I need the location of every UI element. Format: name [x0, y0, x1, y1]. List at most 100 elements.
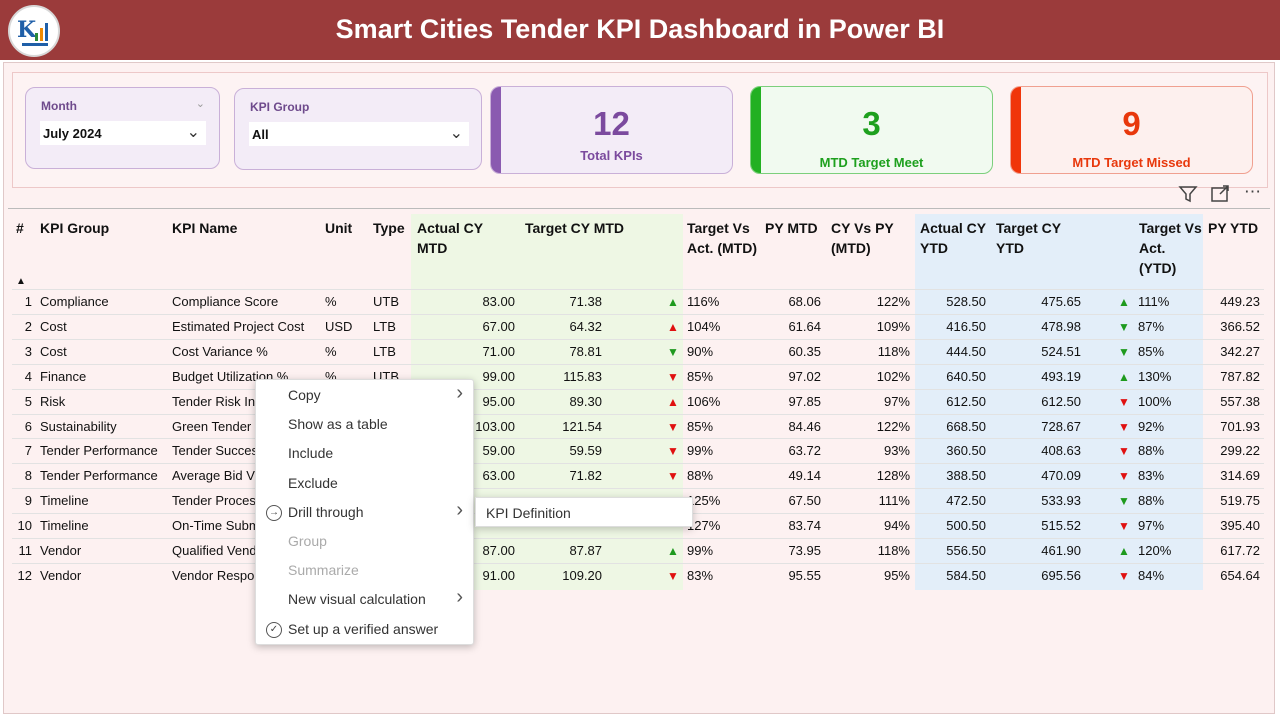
dropdown-arrow-icon[interactable]: ⌄ [186, 124, 200, 141]
table-cell-group[interactable]: Cost [40, 318, 67, 334]
table-cell-tva_mtd[interactable]: 90% [687, 343, 714, 359]
table-cell-acy_ytd[interactable]: 472.50 [946, 493, 986, 509]
table-cell-tcy_mtd[interactable]: 121.54 [562, 418, 602, 434]
table-cell-group[interactable]: Risk [40, 393, 66, 409]
table-cell-py_mtd[interactable]: 97.85 [788, 393, 821, 409]
col-header-target-vs-act-ytd[interactable]: Target Vs Act. (YTD) [1139, 220, 1202, 276]
table-cell-acy_mtd[interactable]: 67.00 [482, 318, 515, 334]
table-cell-acy_mtd[interactable]: 87.00 [482, 543, 515, 558]
table-cell-py_mtd[interactable]: 73.95 [788, 543, 821, 558]
table-cell-tcy_ytd[interactable]: 533.93 [1041, 493, 1081, 509]
table-cell-tcy_ytd[interactable]: 695.56 [1041, 567, 1081, 583]
context-menu-item-copy[interactable]: Copy › [256, 381, 475, 410]
table-cell-n[interactable]: 2 [24, 318, 32, 334]
col-header-index[interactable]: # [16, 220, 24, 236]
table-cell-name[interactable]: Qualified Vend [172, 543, 257, 558]
table-cell-cvp_mtd[interactable]: 118% [877, 343, 910, 359]
table-cell-tcy_ytd[interactable]: 524.51 [1041, 343, 1081, 359]
table-cell-tva_ytd[interactable]: 100% [1138, 393, 1172, 409]
table-cell-tva_ytd[interactable]: 85% [1138, 343, 1165, 359]
col-header-target-cy-ytd[interactable]: Target CY YTD [996, 220, 1061, 256]
table-cell-n[interactable]: 1 [24, 294, 32, 309]
table-cell-tva_ytd[interactable]: 83% [1138, 468, 1165, 484]
table-cell-tva_mtd[interactable]: 104% [687, 318, 721, 334]
table-cell-tva_mtd[interactable]: 83% [687, 567, 714, 583]
col-header-actual-cy-mtd[interactable]: Actual CY MTD [417, 220, 483, 256]
table-cell-group[interactable]: Sustainability [40, 418, 117, 434]
table-cell-tva_mtd[interactable]: 127% [687, 518, 721, 534]
table-cell-name[interactable]: Tender Succes [172, 443, 258, 459]
table-cell-py_mtd[interactable]: 95.55 [788, 567, 821, 583]
table-cell-tva_ytd[interactable]: 87% [1138, 318, 1165, 334]
context-menu-item-show-as-a-table[interactable]: Show as a table [256, 410, 475, 439]
table-cell-group[interactable]: Vendor [40, 567, 82, 583]
table-cell-tva_mtd[interactable]: 85% [687, 368, 714, 384]
table-cell-acy_ytd[interactable]: 416.50 [946, 318, 986, 334]
table-cell-name[interactable]: Vendor Respo [172, 567, 255, 583]
table-cell-n[interactable]: 6 [24, 418, 32, 434]
table-cell-n[interactable]: 3 [24, 343, 32, 359]
table-cell-py_ytd[interactable]: 449.23 [1220, 294, 1260, 309]
table-cell-tcy_mtd[interactable]: 71.82 [569, 468, 602, 484]
table-cell-tcy_ytd[interactable]: 728.67 [1041, 418, 1081, 434]
table-cell-tva_ytd[interactable]: 120% [1138, 543, 1172, 558]
col-header-kpi-group[interactable]: KPI Group [40, 220, 110, 236]
table-cell-tcy_mtd[interactable]: 89.30 [569, 393, 602, 409]
table-cell-py_mtd[interactable]: 97.02 [788, 368, 821, 384]
table-cell-n[interactable]: 10 [17, 518, 32, 534]
table-cell-n[interactable]: 4 [24, 368, 32, 384]
col-header-kpi-name[interactable]: KPI Name [172, 220, 238, 236]
table-cell-tcy_mtd[interactable]: 109.20 [562, 567, 602, 583]
table-cell-acy_mtd[interactable]: 103.00 [475, 418, 515, 434]
table-cell-acy_ytd[interactable]: 668.50 [946, 418, 986, 434]
table-cell-tcy_ytd[interactable]: 475.65 [1041, 294, 1081, 309]
context-menu-item-drill-through[interactable]: → Drill through › [256, 498, 475, 527]
table-cell-group[interactable]: Finance [40, 368, 87, 384]
col-header-py-mtd[interactable]: PY MTD [765, 220, 818, 236]
col-header-cy-vs-py-mtd[interactable]: CY Vs PY (MTD) [831, 220, 894, 256]
table-cell-tcy_mtd[interactable]: 78.81 [569, 343, 602, 359]
context-menu-item-include[interactable]: Include [256, 439, 475, 468]
table-cell-group[interactable]: Timeline [40, 493, 89, 509]
table-cell-acy_ytd[interactable]: 556.50 [946, 543, 986, 558]
table-cell-cvp_mtd[interactable]: 122% [876, 294, 910, 309]
table-cell-cvp_mtd[interactable]: 95% [883, 567, 910, 583]
table-cell-py_ytd[interactable]: 557.38 [1220, 393, 1260, 409]
context-menu-item-new-visual-calculation[interactable]: New visual calculation › [256, 585, 475, 614]
context-menu-item-exclude[interactable]: Exclude [256, 469, 475, 498]
table-cell-py_ytd[interactable]: 701.93 [1220, 418, 1260, 434]
dropdown-arrow-icon[interactable]: ⌄ [449, 125, 463, 142]
table-cell-acy_ytd[interactable]: 360.50 [946, 443, 986, 459]
table-cell-cvp_mtd[interactable]: 97% [883, 393, 910, 409]
table-cell-group[interactable]: Tender Performance [40, 468, 158, 484]
table-cell-n[interactable]: 8 [24, 468, 32, 484]
table-cell-cvp_mtd[interactable]: 109% [876, 318, 910, 334]
table-cell-tcy_ytd[interactable]: 478.98 [1041, 318, 1081, 334]
table-cell-cvp_mtd[interactable]: 118% [877, 543, 910, 558]
table-cell-acy_mtd[interactable]: 91.00 [482, 567, 515, 583]
table-cell-py_ytd[interactable]: 617.72 [1220, 543, 1260, 558]
sort-ascending-icon[interactable]: ▲ [16, 276, 26, 287]
table-cell-group[interactable]: Compliance [40, 294, 109, 309]
table-cell-tcy_ytd[interactable]: 493.19 [1041, 368, 1081, 384]
table-cell-tcy_ytd[interactable]: 408.63 [1041, 443, 1081, 459]
table-cell-tva_mtd[interactable]: 88% [687, 468, 714, 484]
table-cell-tva_ytd[interactable]: 88% [1138, 443, 1165, 459]
submenu-kpi-definition[interactable]: KPI Definition [475, 497, 693, 527]
month-slicer[interactable]: Month ⌄ July 2024 ⌄ [25, 87, 220, 169]
table-cell-tcy_mtd[interactable]: 71.38 [569, 294, 602, 309]
table-cell-n[interactable]: 12 [17, 567, 32, 583]
table-cell-acy_ytd[interactable]: 612.50 [946, 393, 986, 409]
table-cell-cvp_mtd[interactable]: 111% [878, 493, 910, 509]
kpi-group-dropdown[interactable]: All ⌄ [249, 122, 469, 146]
table-cell-tva_ytd[interactable]: 84% [1138, 567, 1165, 583]
table-cell-py_mtd[interactable]: 63.72 [788, 443, 821, 459]
table-cell-name[interactable]: Estimated Project Cost [172, 318, 305, 334]
table-cell-tva_mtd[interactable]: 85% [687, 418, 714, 434]
col-header-py-ytd[interactable]: PY YTD [1208, 220, 1259, 236]
table-cell-group[interactable]: Vendor [40, 543, 82, 558]
table-cell-acy_ytd[interactable]: 584.50 [946, 567, 986, 583]
table-cell-tva_mtd[interactable]: 125% [687, 493, 721, 509]
table-cell-tva_ytd[interactable]: 111% [1138, 294, 1170, 309]
table-cell-py_mtd[interactable]: 60.35 [788, 343, 821, 359]
